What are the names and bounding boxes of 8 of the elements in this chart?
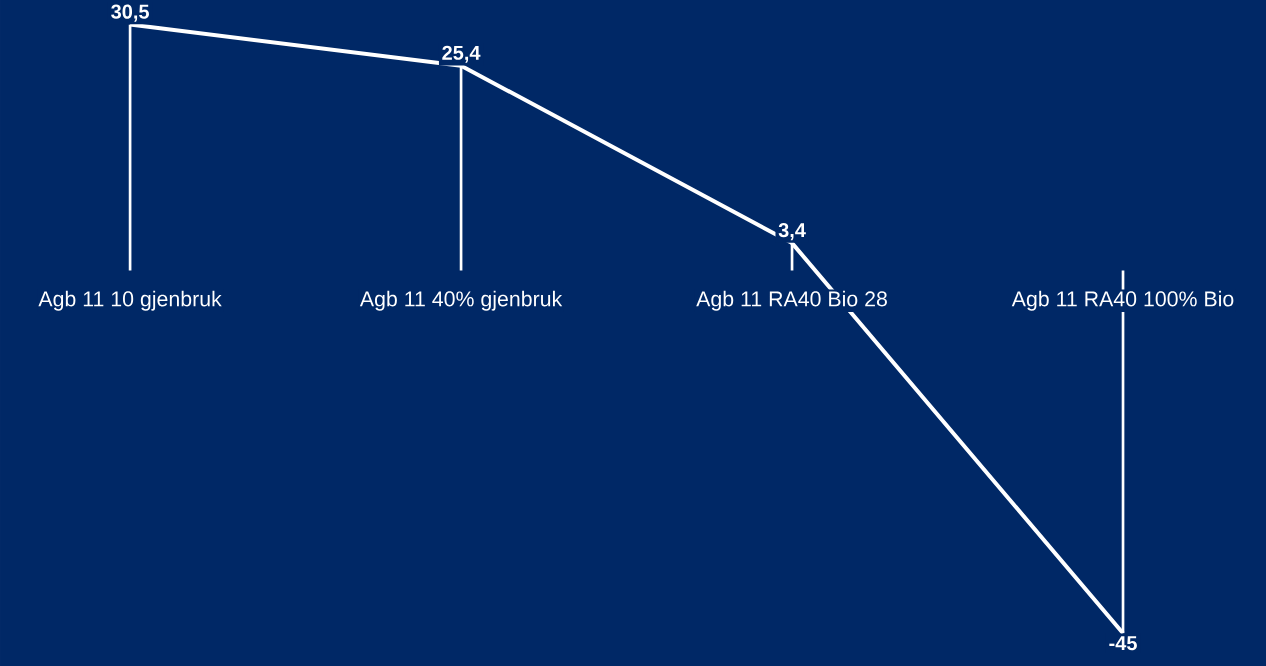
- x-tick-label: Agb 11 10 gjenbruk: [38, 290, 222, 311]
- x-tick-label: Agb 11 RA40 100% Bio: [1011, 290, 1234, 311]
- x-tick-label: Agb 11 40% gjenbruk: [359, 290, 563, 311]
- data-label: 30,5: [111, 4, 149, 22]
- data-label: 3,4: [778, 223, 806, 241]
- x-tick-label: Agb 11 RA40 Bio 28: [696, 290, 887, 311]
- data-label: 25,4: [442, 45, 481, 63]
- data-label: -45: [1109, 636, 1137, 651]
